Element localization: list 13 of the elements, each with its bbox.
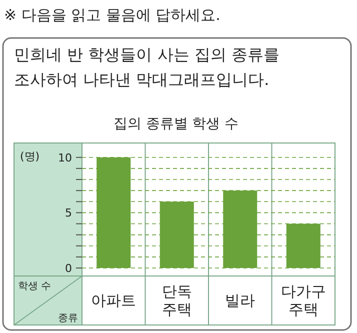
xtick: 빌라 xyxy=(225,292,256,310)
xtick: 아파트 xyxy=(91,292,136,310)
xtick: 단독 주택 xyxy=(162,282,192,318)
xtick: 다가구 주택 xyxy=(280,282,326,318)
title: 집의 종류별 학생 수 xyxy=(113,116,239,132)
annotation: ※ 다음을 읽고 물음에 답하세요. xyxy=(4,6,220,24)
ytick: 0 xyxy=(65,262,72,275)
annotation: (명) xyxy=(20,150,40,163)
annotation: 민희네 반 학생들이 사는 집의 종류를 조사하여 나타낸 막대그래프입니다. xyxy=(14,45,280,89)
ytick: 5 xyxy=(65,206,72,220)
ylabel: 학생 수 xyxy=(18,281,52,292)
xlabel: 종류 xyxy=(58,313,78,324)
ytick: 10 xyxy=(58,151,72,164)
